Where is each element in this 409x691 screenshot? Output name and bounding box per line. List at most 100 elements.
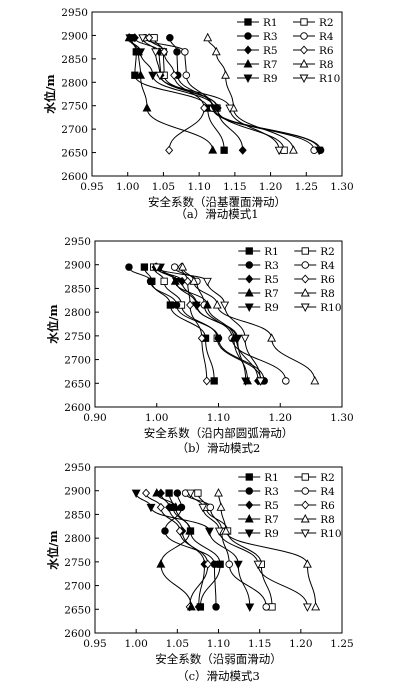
y-tick-label: 2600 <box>64 402 91 414</box>
data-point-R4 <box>181 48 189 56</box>
legend-label: R4 <box>320 260 335 272</box>
legend-marker <box>243 74 253 83</box>
data-point-R4 <box>206 503 215 512</box>
data-point-R3 <box>161 527 169 535</box>
data-point-R10 <box>274 146 284 156</box>
legend-label: R7 <box>263 59 278 71</box>
legend-label: R10 <box>320 528 341 540</box>
legend-label: R3 <box>264 260 279 272</box>
data-point-R5 <box>165 502 174 512</box>
data-point-R7 <box>202 300 212 309</box>
legend-marker <box>245 274 254 284</box>
legend-marker <box>243 59 253 68</box>
series-line-R4 <box>144 37 315 151</box>
legend: R1 R2 R3 R4 R5 R6 R7 R8 R9 R10 <box>237 17 340 85</box>
data-point-R10 <box>202 277 212 287</box>
y-tick-label: 2650 <box>64 378 91 390</box>
data-point-R10 <box>198 503 208 513</box>
data-point-R8 <box>288 145 298 154</box>
legend-label: R5 <box>264 274 279 286</box>
legend-marker <box>301 274 310 284</box>
data-point-R3 <box>166 34 174 42</box>
data-point-R9 <box>191 301 201 310</box>
legend-label: R10 <box>320 302 341 314</box>
legend-marker <box>245 487 254 495</box>
series-R8 <box>178 262 320 385</box>
data-point-R8 <box>216 502 226 511</box>
legend-marker <box>300 514 310 523</box>
series-R7 <box>124 32 218 154</box>
data-point-R2 <box>194 489 202 497</box>
series-R8 <box>203 32 298 154</box>
data-point-R9 <box>233 560 243 570</box>
legend-marker <box>244 529 254 538</box>
legend-marker <box>300 303 310 312</box>
series-line-R9 <box>135 492 251 607</box>
series-R8 <box>214 488 321 611</box>
series-line-R5 <box>134 37 244 151</box>
data-point-R4 <box>282 377 290 385</box>
legend-label: R9 <box>264 302 279 314</box>
legend-marker <box>299 45 309 55</box>
legend-marker <box>301 247 309 255</box>
legend-label: R8 <box>319 59 334 71</box>
x-tick-label: 1.00 <box>145 412 168 424</box>
x-tick-label: 1.00 <box>116 181 139 193</box>
y-tick-label: 2800 <box>64 533 91 545</box>
data-point-R7 <box>171 502 181 511</box>
legend-label: R3 <box>263 31 278 43</box>
legend: R1 R2 R3 R4 R5 R6 R7 R8 R9 R10 <box>238 472 342 540</box>
legend-marker <box>300 32 308 40</box>
x-tick-label: 1.05 <box>166 638 189 650</box>
figure-caption: （b）滑动模式2 <box>177 441 261 455</box>
data-point-R9 <box>233 334 243 344</box>
data-point-R4 <box>182 71 191 80</box>
data-point-R7 <box>208 145 218 154</box>
data-point-R10 <box>186 489 195 499</box>
series-R4 <box>141 34 318 154</box>
x-tick-label: 1.10 <box>187 181 210 193</box>
chart-3: 0.95 1.00 1.05 1.10 1.15 1.20 1.25 2600 2650 2700… <box>46 462 354 683</box>
data-point-R5 <box>194 602 203 612</box>
data-point-R10 <box>155 71 165 81</box>
series-R3 <box>161 489 220 611</box>
legend-label: R6 <box>320 274 335 286</box>
data-point-R1 <box>220 146 228 154</box>
y-tick-label: 2850 <box>64 509 91 521</box>
data-point-R7 <box>142 103 152 112</box>
y-tick-label: 2850 <box>61 54 88 66</box>
legend-label: R6 <box>319 45 334 57</box>
data-point-R3 <box>173 489 182 497</box>
data-point-R6 <box>202 376 211 386</box>
x-tick-label: 1.20 <box>289 638 312 650</box>
y-tick-label: 2850 <box>64 283 91 295</box>
data-point-R6 <box>160 47 169 57</box>
data-point-R1 <box>210 377 218 385</box>
chart-2: 0.90 1.00 1.10 1.20 1.30 2600 2650 2700 2750 2800… <box>46 236 354 455</box>
legend-label: R2 <box>320 472 335 484</box>
data-point-R6 <box>156 502 165 512</box>
legend-label: R8 <box>320 288 335 300</box>
data-point-R5 <box>238 145 247 155</box>
legend-marker <box>299 59 309 68</box>
legend-label: R1 <box>264 472 279 484</box>
legend-label: R2 <box>319 17 334 29</box>
x-tick-label: 1.10 <box>207 412 230 424</box>
data-point-R8 <box>178 262 188 271</box>
legend-label: R8 <box>320 514 335 526</box>
data-point-R6 <box>203 559 212 569</box>
data-point-R1 <box>140 263 149 271</box>
data-point-R6 <box>175 526 184 536</box>
x-axis-label: 安全系数（沿弱面滑动） <box>155 652 282 666</box>
data-point-R10 <box>214 527 224 536</box>
data-point-R9 <box>148 71 158 81</box>
data-point-R6 <box>142 488 151 498</box>
x-axis-label: 安全系数（沿基覆面滑动） <box>148 195 286 209</box>
data-point-R3 <box>214 334 223 342</box>
legend-marker <box>243 45 253 55</box>
data-point-R7 <box>185 526 195 535</box>
y-tick-label: 2900 <box>64 486 91 498</box>
data-point-R1 <box>166 301 174 309</box>
legend-marker <box>299 74 309 83</box>
